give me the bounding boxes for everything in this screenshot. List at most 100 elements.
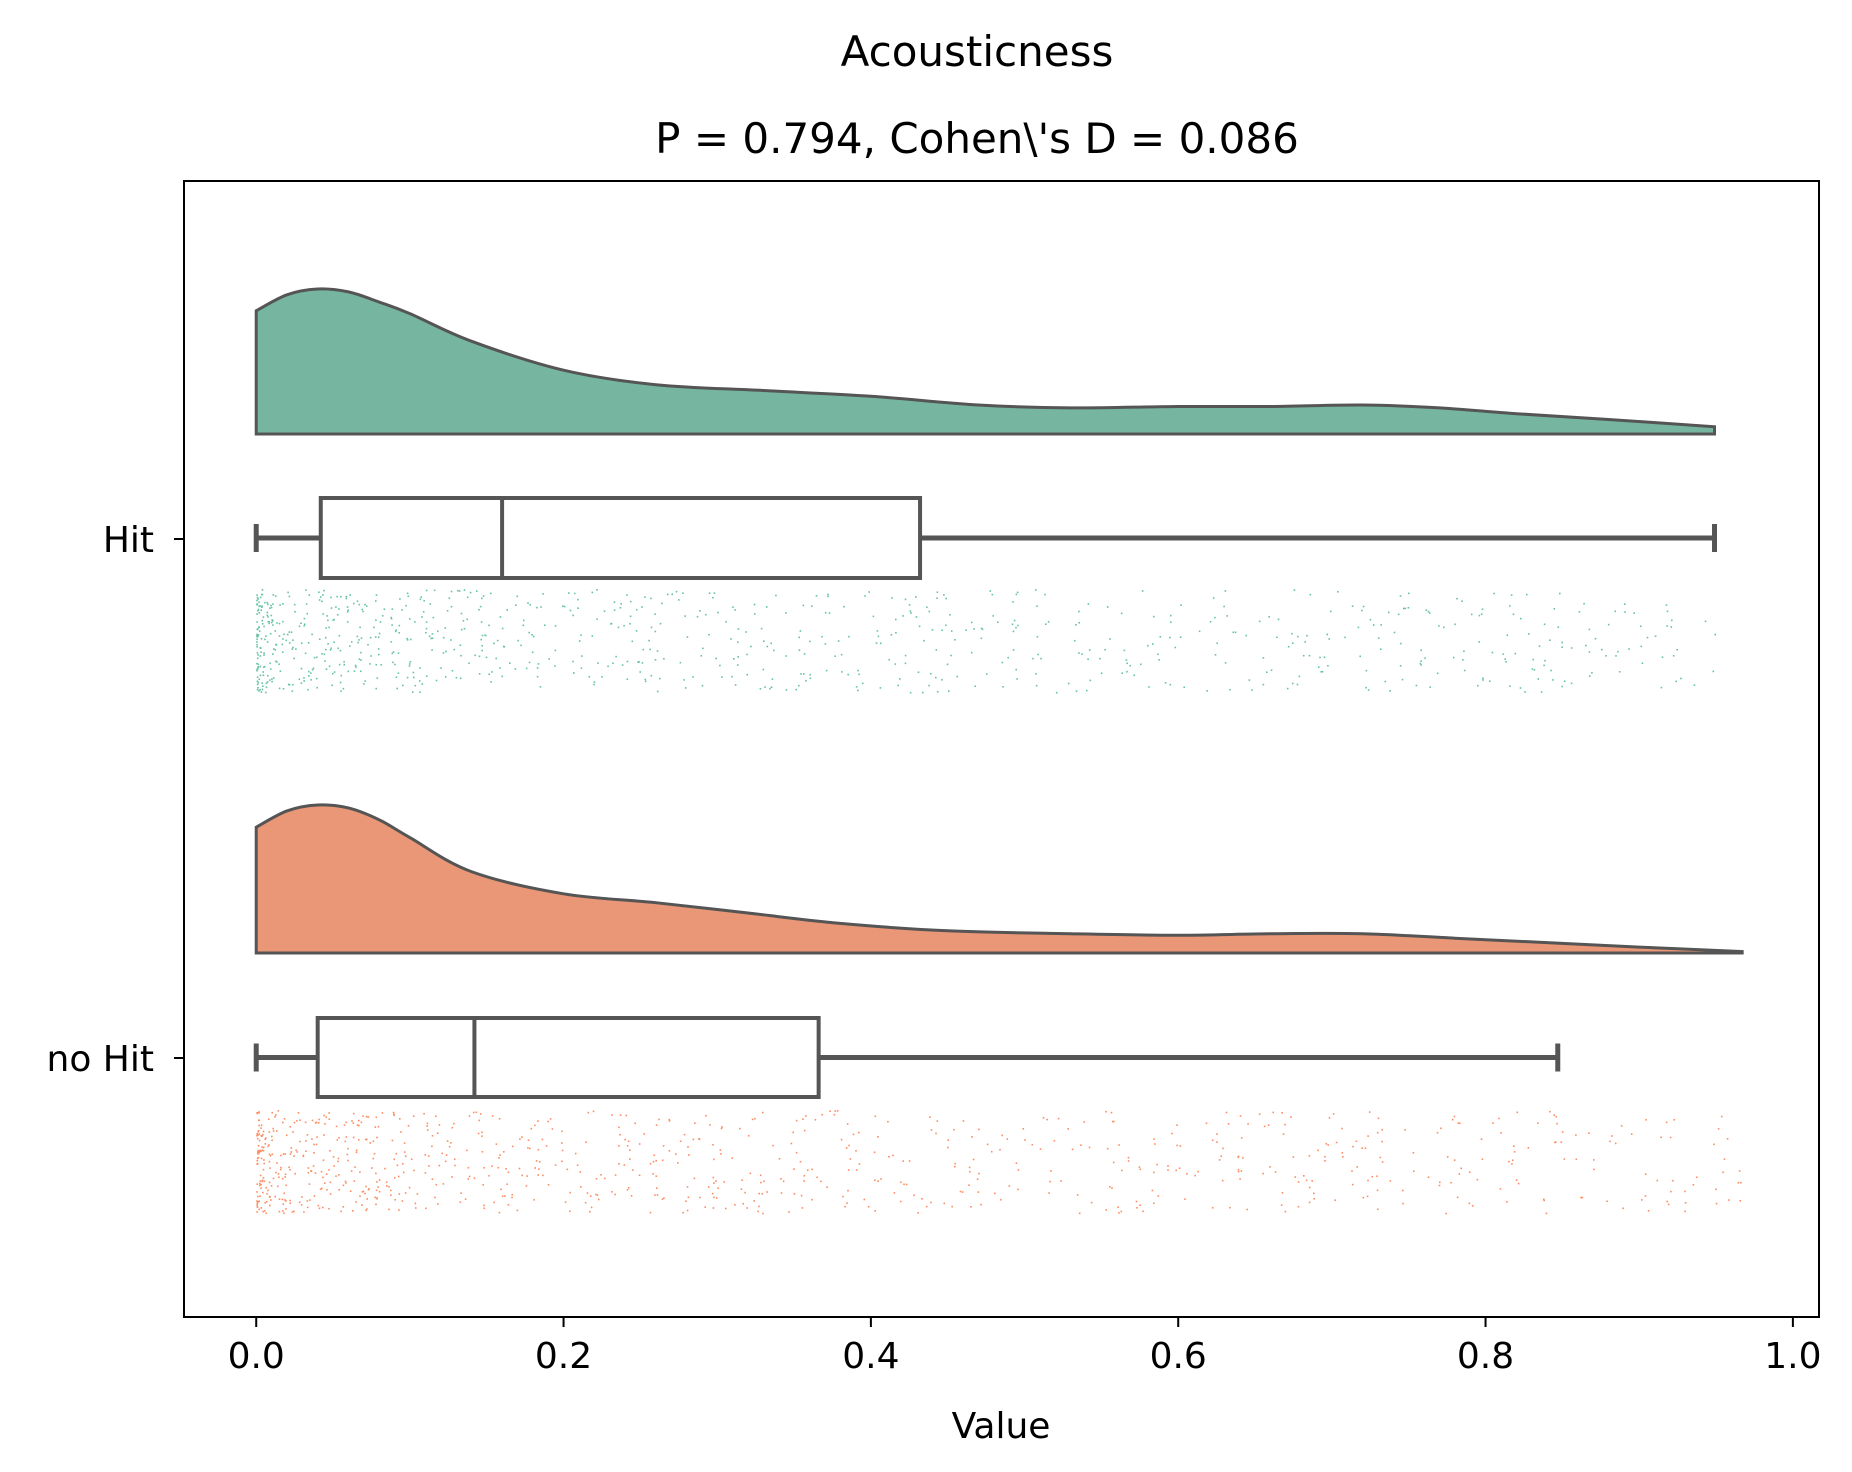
rain-point bbox=[527, 602, 529, 604]
rain-point bbox=[1692, 1184, 1695, 1186]
rain-point bbox=[256, 683, 259, 686]
rain-point bbox=[589, 1195, 592, 1197]
rain-point bbox=[762, 668, 765, 671]
rain-point bbox=[436, 1132, 439, 1134]
rain-point bbox=[1514, 652, 1517, 655]
rain-point bbox=[1509, 605, 1511, 607]
rain-point bbox=[277, 1173, 280, 1175]
rain-point bbox=[364, 680, 366, 682]
rain-point bbox=[1105, 1110, 1107, 1113]
rain-point bbox=[528, 631, 530, 634]
rain-point bbox=[685, 1200, 687, 1202]
rain-point bbox=[959, 1190, 962, 1193]
rain-point bbox=[1335, 1141, 1338, 1144]
rain-point bbox=[1006, 1138, 1009, 1140]
rain-point bbox=[269, 679, 271, 681]
rain-point bbox=[721, 676, 723, 678]
rain-point bbox=[373, 626, 375, 629]
rain-point bbox=[986, 1143, 989, 1146]
rain-point bbox=[632, 1169, 634, 1171]
rain-point bbox=[1376, 1175, 1378, 1177]
rain-point bbox=[1258, 1113, 1261, 1115]
rain-point bbox=[717, 611, 719, 614]
rain-point bbox=[954, 639, 956, 641]
rain-point bbox=[268, 1160, 271, 1163]
box-no-hit bbox=[315, 1016, 821, 1099]
rain-no-hit bbox=[256, 1110, 1742, 1215]
rain-point bbox=[1170, 621, 1172, 623]
rain-point bbox=[393, 1114, 395, 1117]
rain-point bbox=[1169, 683, 1172, 686]
rain-point bbox=[259, 1174, 262, 1177]
rain-point bbox=[1291, 682, 1294, 685]
rain-point bbox=[1239, 1115, 1242, 1117]
rain-point bbox=[824, 611, 827, 614]
rain-point bbox=[503, 1151, 505, 1153]
rain-point bbox=[1136, 1207, 1138, 1209]
rain-point bbox=[282, 651, 284, 653]
rain-point bbox=[328, 1207, 330, 1210]
rain-point bbox=[1000, 1199, 1002, 1201]
rain-point bbox=[1153, 1138, 1155, 1140]
rain-point bbox=[376, 1198, 378, 1200]
rain-point bbox=[742, 1202, 744, 1205]
rain-point bbox=[595, 1193, 597, 1196]
rain-point bbox=[1274, 1171, 1277, 1173]
rain-point bbox=[1427, 1176, 1430, 1178]
rain-point bbox=[1040, 657, 1042, 660]
rain-point bbox=[366, 1138, 368, 1141]
rain-point bbox=[1035, 673, 1037, 675]
rain-point bbox=[479, 605, 482, 608]
rain-point bbox=[277, 1185, 279, 1188]
rain-point bbox=[968, 1184, 970, 1186]
rain-point bbox=[378, 653, 380, 656]
rain-point bbox=[1232, 631, 1235, 634]
rain-point bbox=[287, 683, 290, 686]
rain-point bbox=[712, 1176, 715, 1179]
rain-point bbox=[378, 1179, 381, 1181]
rain-point bbox=[978, 1172, 980, 1175]
rain-point bbox=[972, 1158, 975, 1161]
rain-point bbox=[256, 1160, 259, 1162]
rain-point bbox=[762, 1212, 764, 1215]
rain-point bbox=[1478, 614, 1481, 617]
rain-point bbox=[947, 1139, 949, 1141]
rain-point bbox=[1554, 1141, 1556, 1144]
rain-point bbox=[481, 649, 483, 652]
rain-point bbox=[273, 648, 275, 650]
rain-point bbox=[264, 1201, 266, 1204]
rain-point bbox=[256, 1112, 258, 1115]
rain-point bbox=[877, 1180, 879, 1182]
rain-point bbox=[484, 634, 486, 636]
rain-point bbox=[733, 658, 735, 660]
rain-point bbox=[1376, 1189, 1379, 1192]
rain-point bbox=[464, 1198, 467, 1200]
rain-point bbox=[332, 672, 334, 675]
rain-point bbox=[392, 1111, 395, 1114]
rain-point bbox=[876, 630, 879, 632]
rain-point bbox=[1268, 616, 1270, 618]
rain-point bbox=[1605, 655, 1607, 657]
rain-point bbox=[490, 592, 492, 595]
rain-point bbox=[561, 1142, 563, 1144]
rain-point bbox=[476, 590, 478, 592]
rain-point bbox=[258, 678, 261, 681]
rain-point bbox=[368, 1188, 370, 1190]
rain-point bbox=[340, 674, 343, 677]
rain-point bbox=[785, 612, 787, 614]
rain-point bbox=[1478, 641, 1480, 643]
rain-point bbox=[1555, 1141, 1557, 1143]
rain-point bbox=[292, 639, 294, 641]
rain-point bbox=[1129, 664, 1131, 667]
rain-point bbox=[1666, 610, 1669, 613]
rain-point bbox=[1439, 1181, 1441, 1184]
rain-point bbox=[353, 670, 356, 672]
rain-point bbox=[1684, 1210, 1686, 1213]
rain-point bbox=[507, 1171, 510, 1174]
rain-point bbox=[1667, 1203, 1670, 1206]
rain-point bbox=[432, 616, 435, 619]
rain-point bbox=[1291, 632, 1293, 635]
rain-point bbox=[271, 619, 273, 621]
rain-point bbox=[534, 1124, 536, 1127]
rain-point bbox=[321, 653, 323, 655]
